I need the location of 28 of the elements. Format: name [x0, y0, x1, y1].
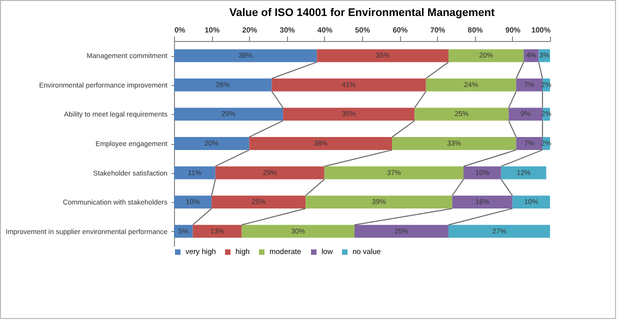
bar [354, 224, 448, 238]
bar [512, 196, 550, 209]
bar [414, 108, 509, 121]
bar [174, 166, 216, 180]
bar [516, 137, 542, 150]
bar [392, 137, 516, 150]
bar [174, 78, 272, 92]
bar [316, 49, 448, 62]
bar [242, 224, 354, 238]
bar [501, 166, 546, 180]
bar [174, 196, 212, 209]
bar [283, 108, 415, 121]
bar [174, 137, 250, 150]
bar [174, 108, 284, 121]
bar [426, 78, 516, 92]
bar [516, 78, 542, 92]
bar [249, 137, 392, 150]
bar [192, 224, 242, 238]
bar [272, 78, 426, 92]
bar [448, 224, 550, 238]
bar [324, 166, 464, 180]
bar [215, 166, 324, 180]
bar [306, 196, 452, 209]
chart-title: Value of ISO 14001 for Environmental Management [229, 7, 495, 19]
bar [452, 196, 512, 209]
bar [212, 196, 306, 209]
bar [448, 49, 524, 62]
bar [174, 49, 317, 62]
